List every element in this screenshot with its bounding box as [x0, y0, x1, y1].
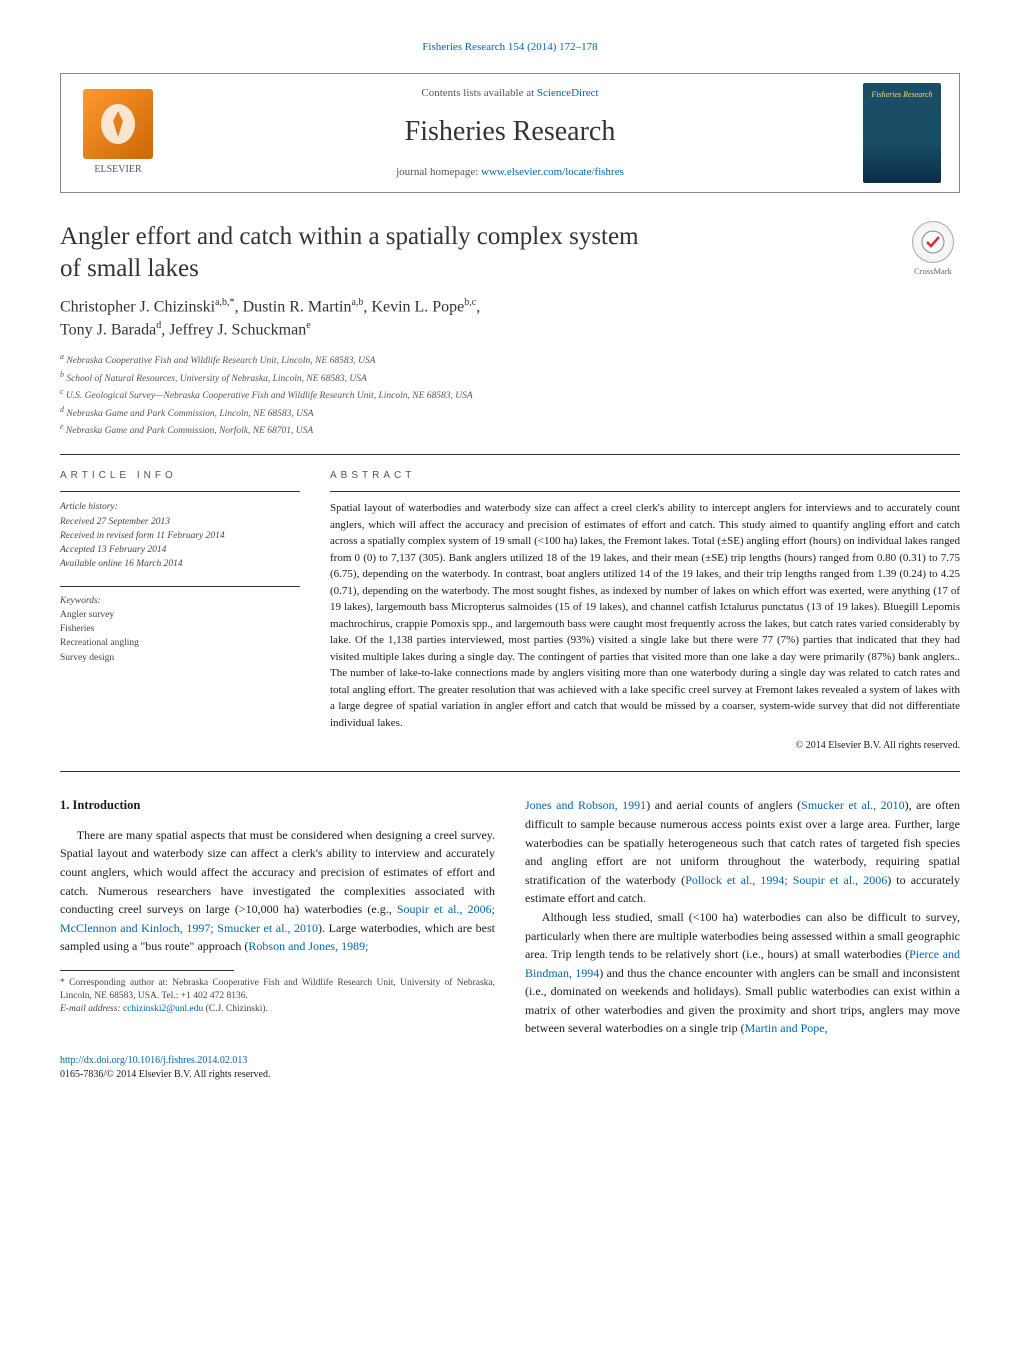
affil-1-text: School of Natural Resources, University … — [66, 374, 366, 384]
authors-line: Christopher J. Chizinskia,b,*, Dustin R.… — [60, 296, 960, 341]
affil-3-sup: d — [60, 405, 64, 414]
journal-reference: Fisheries Research 154 (2014) 172–178 — [60, 40, 960, 55]
journal-reference-link[interactable]: Fisheries Research 154 (2014) 172–178 — [422, 41, 597, 53]
cover-title: Fisheries Research — [871, 89, 932, 100]
abstract-divider — [330, 491, 960, 492]
affil-4: e Nebraska Game and Park Commission, Nor… — [60, 421, 960, 438]
cite-7[interactable]: Martin and Pope, — [745, 1021, 828, 1035]
affil-1: b School of Natural Resources, Universit… — [60, 369, 960, 386]
journal-homepage-line: journal homepage: www.elsevier.com/locat… — [163, 165, 857, 180]
doi-link[interactable]: http://dx.doi.org/10.1016/j.fishres.2014… — [60, 1055, 247, 1066]
affil-4-sup: e — [60, 422, 64, 431]
article-title: Angler effort and catch within a spatial… — [60, 221, 906, 284]
doi-block: http://dx.doi.org/10.1016/j.fishres.2014… — [60, 1054, 960, 1082]
author-3: Tony J. Barada — [60, 321, 156, 338]
elsevier-logo-icon — [83, 89, 153, 159]
cite-3[interactable]: Jones and Robson, 1991 — [525, 798, 646, 812]
body-col-left: 1. Introduction There are many spatial a… — [60, 796, 495, 1038]
keyword-3: Survey design — [60, 651, 300, 665]
keyword-0: Angler survey — [60, 608, 300, 622]
history-1: Received in revised form 11 February 201… — [60, 529, 300, 543]
author-4: Jeffrey J. Schuckman — [169, 321, 306, 338]
author-3-sup: d — [156, 320, 161, 331]
cite-5[interactable]: Pollock et al., 1994; Soupir et al., 200… — [685, 873, 887, 887]
crossmark-widget[interactable]: CrossMark — [906, 221, 960, 278]
history-3: Available online 16 March 2014 — [60, 557, 300, 571]
email-line: E-mail address: cchizinski2@unl.edu (C.J… — [60, 1003, 495, 1016]
history-label: Article history: — [60, 500, 300, 514]
abstract-text: Spatial layout of waterbodies and waterb… — [330, 500, 960, 731]
cite-2[interactable]: Robson and Jones, 1989; — [248, 939, 368, 953]
journal-name: Fisheries Research — [163, 112, 857, 151]
info-divider — [60, 491, 300, 492]
author-4-sup: e — [306, 320, 310, 331]
author-1-sup: a,b — [351, 297, 363, 308]
keywords-divider — [60, 586, 300, 587]
affiliations: a Nebraska Cooperative Fish and Wildlife… — [60, 351, 960, 438]
divider-top — [60, 454, 960, 455]
intro-heading: 1. Introduction — [60, 796, 495, 815]
author-2: Kevin L. Pope — [371, 298, 464, 315]
cite-4[interactable]: Smucker et al., 2010 — [801, 798, 905, 812]
affil-3-text: Nebraska Game and Park Commission, Linco… — [66, 409, 313, 419]
corr-text: * Corresponding author at: Nebraska Coop… — [60, 977, 495, 1004]
history-0: Received 27 September 2013 — [60, 515, 300, 529]
abstract-col: abstract Spatial layout of waterbodies a… — [330, 469, 960, 753]
article-history: Article history: Received 27 September 2… — [60, 500, 300, 571]
affil-4-text: Nebraska Game and Park Commission, Norfo… — [66, 426, 313, 436]
keyword-1: Fisheries — [60, 622, 300, 636]
affil-0-sup: a — [60, 352, 64, 361]
intro-para-1: There are many spatial aspects that must… — [60, 826, 495, 956]
homepage-link[interactable]: www.elsevier.com/locate/fishres — [481, 166, 624, 178]
abstract-head: abstract — [330, 469, 960, 483]
journal-cover-icon: Fisheries Research — [863, 83, 941, 183]
header-center: Contents lists available at ScienceDirec… — [163, 86, 857, 180]
author-0-sup: a,b,* — [215, 297, 234, 308]
title-line1: Angler effort and catch within a spatial… — [60, 223, 639, 250]
affil-3: d Nebraska Game and Park Commission, Lin… — [60, 404, 960, 421]
crossmark-label: CrossMark — [914, 266, 952, 276]
affil-2-sup: c — [60, 387, 64, 396]
history-2: Accepted 13 February 2014 — [60, 543, 300, 557]
col2-para-1: Jones and Robson, 1991) and aerial count… — [525, 796, 960, 908]
cover-thumb-block: Fisheries Research — [857, 83, 947, 183]
info-abstract-row: article info Article history: Received 2… — [60, 469, 960, 753]
affil-0-text: Nebraska Cooperative Fish and Wildlife R… — [66, 356, 375, 366]
c2p1a: ) and aerial counts of anglers ( — [646, 798, 801, 812]
divider-bottom — [60, 771, 960, 772]
corresponding-author-footnote: * Corresponding author at: Nebraska Coop… — [60, 977, 495, 1017]
keyword-2: Recreational angling — [60, 636, 300, 650]
affil-2: c U.S. Geological Survey—Nebraska Cooper… — [60, 386, 960, 403]
email-link[interactable]: cchizinski2@unl.edu — [123, 1004, 203, 1014]
article-info-col: article info Article history: Received 2… — [60, 469, 300, 753]
homepage-label: journal homepage: — [396, 166, 481, 178]
sciencedirect-link[interactable]: ScienceDirect — [537, 87, 599, 99]
c2p2a: Although less studied, small (<100 ha) w… — [525, 910, 960, 961]
journal-header-box: ELSEVIER Contents lists available at Sci… — [60, 73, 960, 193]
affil-2-text: U.S. Geological Survey—Nebraska Cooperat… — [66, 391, 473, 401]
article-info-head: article info — [60, 469, 300, 483]
author-2-sup: b,c — [464, 297, 476, 308]
col2-para-2: Although less studied, small (<100 ha) w… — [525, 908, 960, 1038]
contents-text: Contents lists available at — [421, 87, 536, 99]
email-label: E-mail address: — [60, 1004, 123, 1014]
affil-1-sup: b — [60, 370, 64, 379]
keywords-label: Keywords: — [60, 595, 300, 608]
publisher-name: ELSEVIER — [94, 163, 141, 177]
body-col-right: Jones and Robson, 1991) and aerial count… — [525, 796, 960, 1038]
issn-copyright: 0165-7836/© 2014 Elsevier B.V. All right… — [60, 1068, 960, 1082]
title-line2: of small lakes — [60, 255, 199, 282]
author-0: Christopher J. Chizinski — [60, 298, 215, 315]
publisher-block: ELSEVIER — [73, 89, 163, 177]
keywords-list: Angler survey Fisheries Recreational ang… — [60, 608, 300, 665]
affil-0: a Nebraska Cooperative Fish and Wildlife… — [60, 351, 960, 368]
abstract-copyright: © 2014 Elsevier B.V. All rights reserved… — [330, 739, 960, 753]
footnote-rule — [60, 970, 234, 971]
author-1: Dustin R. Martin — [243, 298, 352, 315]
title-row: Angler effort and catch within a spatial… — [60, 221, 960, 284]
contents-available-line: Contents lists available at ScienceDirec… — [163, 86, 857, 101]
body-columns: 1. Introduction There are many spatial a… — [60, 796, 960, 1038]
crossmark-icon — [912, 221, 954, 263]
email-person: (C.J. Chizinski). — [203, 1004, 268, 1014]
